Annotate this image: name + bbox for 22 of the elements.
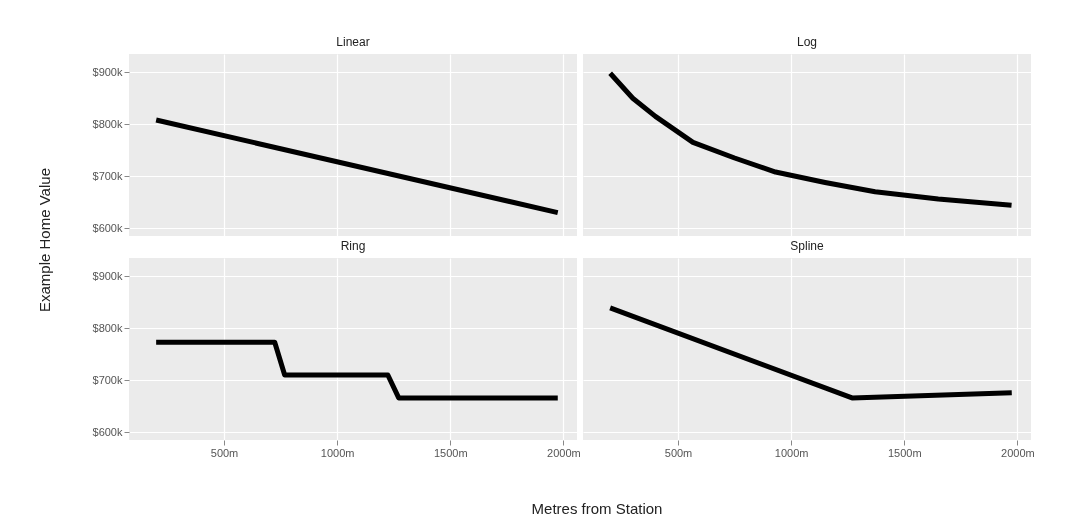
y-tick-label: $700k: [92, 373, 123, 386]
y-tick-label: $600k: [92, 425, 123, 438]
y-tick-label: $600k: [92, 221, 123, 234]
x-tick-label: 1500m: [433, 446, 468, 459]
y-tick-label: $900k: [92, 269, 123, 282]
y-tick-label: $800k: [92, 321, 123, 334]
chart-title: Linear: [336, 35, 370, 49]
y-tick-label: $800k: [92, 117, 123, 130]
chart-title: Spline: [790, 239, 824, 253]
x-tick-label: 1500m: [887, 446, 922, 459]
y-tick-label: $700k: [92, 169, 123, 182]
chart-title: Ring: [340, 239, 366, 253]
chart-title: Log: [796, 35, 818, 49]
x-tick-label: 2000m: [547, 446, 581, 459]
y-tick-label: $900k: [92, 65, 123, 78]
x-tick-label: 500m: [210, 446, 239, 459]
x-axis-title: Metres from Station: [531, 499, 663, 517]
x-tick-label: 1000m: [320, 446, 355, 459]
x-tick-label: 1000m: [774, 446, 809, 459]
x-tick-label: 2000m: [1001, 446, 1035, 459]
x-tick-label: 500m: [664, 446, 693, 459]
y-axis-title: Example Home Value: [35, 168, 53, 312]
